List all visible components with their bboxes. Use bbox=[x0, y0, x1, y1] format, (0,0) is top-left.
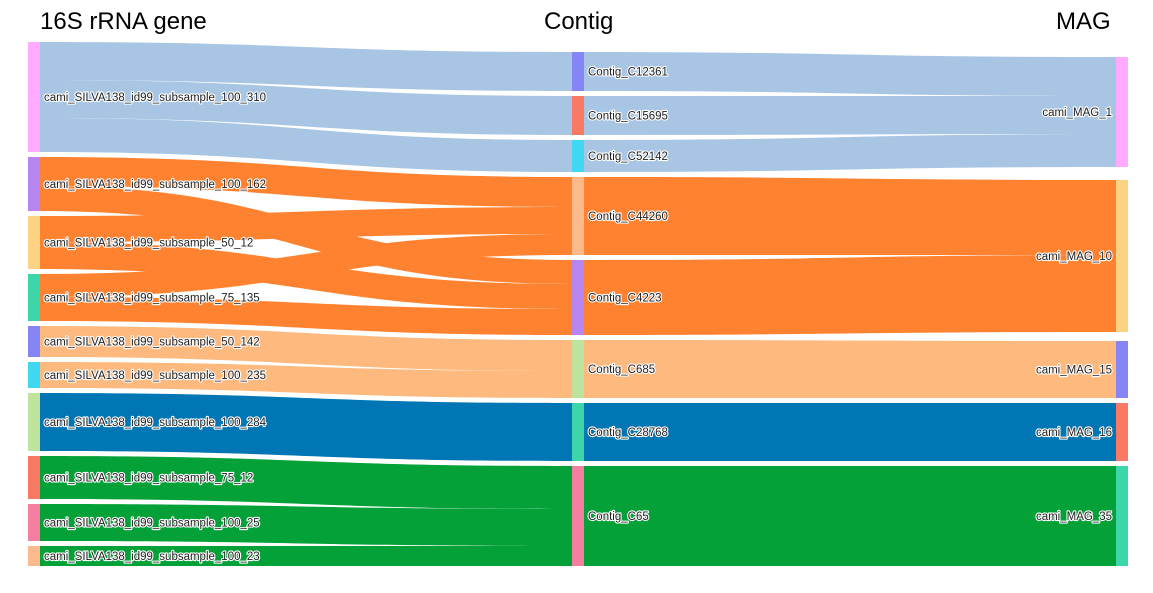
node-label-s162: cami_SILVA138_id99_subsample_100_162 bbox=[44, 179, 266, 191]
node-label-s75_135: cami_SILVA138_id99_subsample_75_135 bbox=[44, 293, 260, 305]
node-label-mag15: cami_MAG_15 bbox=[1036, 365, 1112, 377]
node-s284[interactable] bbox=[28, 393, 40, 451]
node-label-s235: cami_SILVA138_id99_subsample_100_235 bbox=[44, 370, 266, 382]
node-label-s310: cami_SILVA138_id99_subsample_100_310 bbox=[44, 92, 266, 104]
node-mag1[interactable] bbox=[1116, 57, 1128, 167]
node-label-c15695: Contig_C15695 bbox=[588, 111, 668, 123]
node-label-mag35: cami_MAG_35 bbox=[1036, 511, 1112, 523]
node-s75_12[interactable] bbox=[28, 456, 40, 499]
node-c15695[interactable] bbox=[572, 96, 584, 135]
node-label-s50_12: cami_SILVA138_id99_subsample_50_12 bbox=[44, 238, 253, 250]
node-s50_12[interactable] bbox=[28, 216, 40, 269]
node-c4223[interactable] bbox=[572, 260, 584, 335]
node-c52142[interactable] bbox=[572, 140, 584, 172]
node-label-s284: cami_SILVA138_id99_subsample_100_284 bbox=[44, 417, 267, 429]
node-label-c28768: Contig_C28768 bbox=[588, 427, 668, 439]
node-label-mag10: cami_MAG_10 bbox=[1036, 251, 1112, 263]
node-s75_135[interactable] bbox=[28, 274, 40, 321]
node-label-s25: cami_SILVA138_id99_subsample_100_25 bbox=[44, 518, 260, 530]
node-mag10[interactable] bbox=[1116, 180, 1128, 332]
node-label-c685: Contig_C685 bbox=[588, 364, 655, 376]
node-s25[interactable] bbox=[28, 504, 40, 541]
node-label-c65: Contig_C65 bbox=[588, 511, 649, 523]
node-label-c44260: Contig_C44260 bbox=[588, 211, 668, 223]
node-s310[interactable] bbox=[28, 42, 40, 152]
node-s50_142[interactable] bbox=[28, 326, 40, 357]
link-c4223-to-mag10[interactable] bbox=[584, 255, 1116, 335]
node-mag15[interactable] bbox=[1116, 341, 1128, 398]
node-c12361[interactable] bbox=[572, 52, 584, 91]
node-label-c52142: Contig_C52142 bbox=[588, 151, 668, 163]
node-label-c4223: Contig_C4223 bbox=[588, 293, 662, 305]
node-c65[interactable] bbox=[572, 466, 584, 566]
node-s23[interactable] bbox=[28, 546, 40, 566]
node-label-mag16: cami_MAG_16 bbox=[1036, 427, 1112, 439]
node-label-mag1: cami_MAG_1 bbox=[1042, 107, 1112, 119]
node-label-s50_142: cami_SILVA138_id99_subsample_50_142 bbox=[44, 337, 260, 349]
node-s162[interactable] bbox=[28, 157, 40, 211]
node-label-c12361: Contig_C12361 bbox=[588, 67, 668, 79]
node-label-s75_12: cami_SILVA138_id99_subsample_75_12 bbox=[44, 473, 253, 485]
node-mag35[interactable] bbox=[1116, 466, 1128, 566]
node-c44260[interactable] bbox=[572, 177, 584, 255]
node-s235[interactable] bbox=[28, 362, 40, 388]
node-c28768[interactable] bbox=[572, 403, 584, 461]
node-label-s23: cami_SILVA138_id99_subsample_100_23 bbox=[44, 551, 260, 563]
node-mag16[interactable] bbox=[1116, 403, 1128, 461]
node-c685[interactable] bbox=[572, 340, 584, 398]
